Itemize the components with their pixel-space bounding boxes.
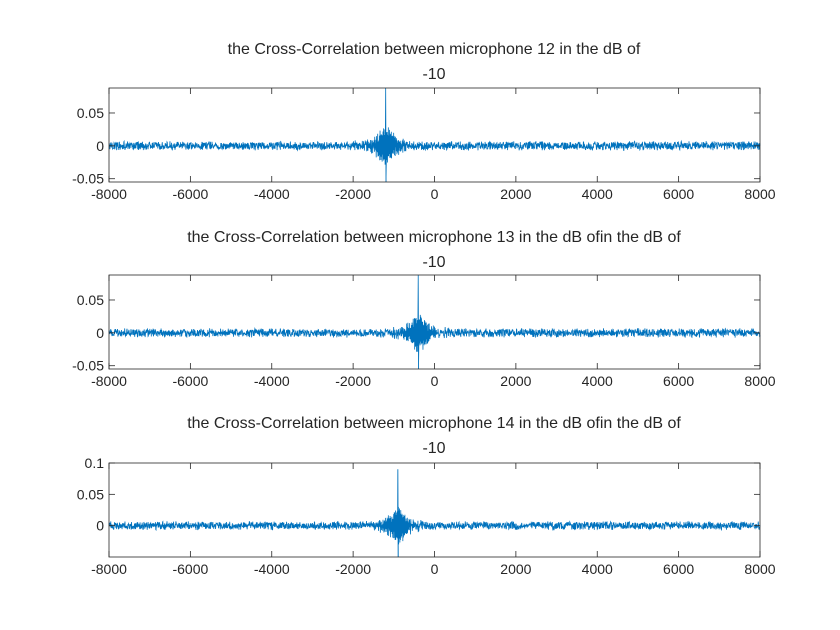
x-tick-label: 8000: [744, 373, 775, 389]
y-tick-label: 0: [96, 138, 104, 154]
x-tick-label: -2000: [335, 561, 371, 577]
x-tick-label: -4000: [254, 561, 290, 577]
x-tick-label: -8000: [91, 373, 127, 389]
subplot-2: the Cross-Correlation between microphone…: [72, 229, 776, 389]
y-tick-label: 0: [96, 325, 104, 341]
subplot-3-title-line-2: -10: [422, 440, 445, 457]
x-tick-label: -2000: [335, 186, 371, 202]
x-tick-label: -6000: [172, 373, 208, 389]
y-tick-label: 0.05: [77, 105, 104, 121]
subplot-3-plot: -8000 -6000 -4000 -2000 0 2000 4000 6000 8000 0 0.…: [77, 455, 776, 577]
series-line: [108, 469, 761, 558]
x-tick-label: 6000: [663, 373, 694, 389]
subplot-2-title-line-1: the Cross-Correlation between microphone…: [187, 229, 681, 246]
x-tick-label: 8000: [744, 561, 775, 577]
x-tick-label: 8000: [744, 186, 775, 202]
x-tick-label: 6000: [663, 186, 694, 202]
series-line: [108, 274, 761, 370]
x-tick-label: 4000: [582, 186, 613, 202]
x-tick-label: 0: [431, 186, 439, 202]
x-tick-label: -8000: [91, 186, 127, 202]
x-tick-label: 0: [431, 373, 439, 389]
x-tick-label: -4000: [254, 186, 290, 202]
y-tick-label: -0.05: [72, 358, 104, 374]
x-tick-label: 6000: [663, 561, 694, 577]
subplot-1-plot: -8000 -6000 -4000 -2000 0 2000 4000 6000 8000 -0.…: [72, 87, 776, 202]
x-tick-label: 2000: [500, 373, 531, 389]
series-line: [108, 87, 761, 183]
x-tick-label: 4000: [582, 561, 613, 577]
y-tick-label: 0.1: [85, 455, 105, 471]
x-tick-label: -2000: [335, 373, 371, 389]
subplot-3: the Cross-Correlation between microphone…: [77, 415, 776, 577]
y-tick-label: 0.05: [77, 486, 104, 502]
subplot-2-title-line-2: -10: [422, 254, 445, 271]
x-tick-label: 2000: [500, 186, 531, 202]
y-tick-label: 0: [96, 518, 104, 534]
x-tick-label: -4000: [254, 373, 290, 389]
subplot-1-title-line-2: -10: [422, 66, 445, 83]
subplot-1: the Cross-Correlation between microphone…: [72, 41, 776, 202]
x-tick-label: 4000: [582, 373, 613, 389]
x-tick-label: -8000: [91, 561, 127, 577]
subplot-3-title-line-1: the Cross-Correlation between microphone…: [187, 415, 681, 432]
y-tick-label: -0.05: [72, 171, 104, 187]
subplot-2-plot: -8000 -6000 -4000 -2000 0 2000 4000 6000 8000 -0.…: [72, 274, 776, 389]
x-tick-label: 2000: [500, 561, 531, 577]
y-tick-label: 0.05: [77, 292, 104, 308]
x-tick-label: 0: [431, 561, 439, 577]
subplot-1-title-line-1: the Cross-Correlation between microphone…: [228, 41, 641, 58]
x-tick-label: -6000: [172, 186, 208, 202]
x-tick-label: -6000: [172, 561, 208, 577]
